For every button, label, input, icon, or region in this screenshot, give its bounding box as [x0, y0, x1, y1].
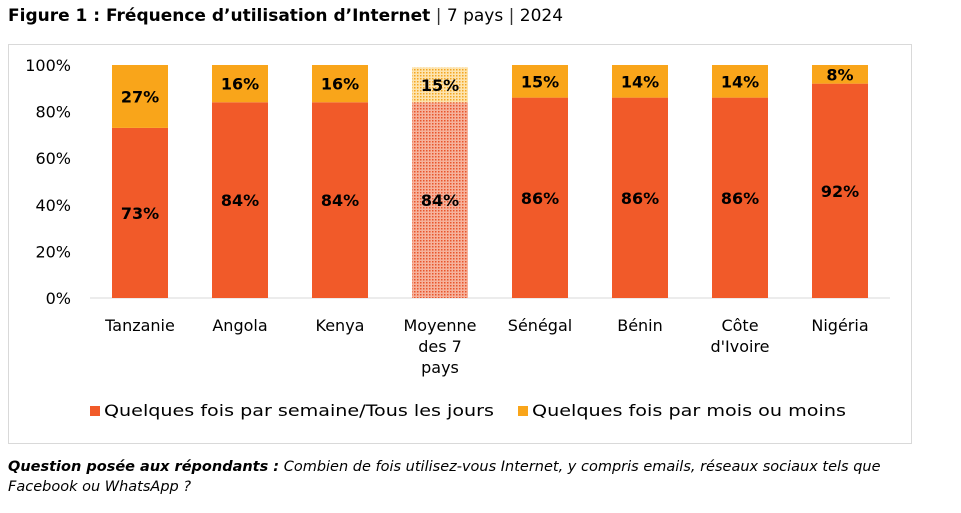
question-text: Combien de fois utilisez-vous Internet, … — [8, 459, 881, 495]
x-tick-label-7: Nigéria — [811, 316, 868, 335]
x-tick-label-line: d'Ivoire — [710, 337, 769, 356]
bar-monthly-6 — [712, 65, 768, 98]
bar-daily-7 — [812, 83, 868, 298]
bar-daily-0 — [112, 127, 168, 298]
bar-daily-3 — [412, 102, 468, 298]
data-label-daily-5: 86% — [621, 189, 659, 208]
legend-monthly-swatch — [518, 406, 528, 416]
data-label-monthly-7: 8% — [826, 65, 853, 84]
bar-monthly-2 — [312, 65, 368, 103]
x-tick-label-4: Sénégal — [508, 316, 572, 335]
x-tick-label-6: Côte d'Ivoire — [710, 316, 769, 356]
x-tick-label-line: Sénégal — [508, 316, 572, 335]
y-tick-label: 0% — [46, 289, 71, 308]
y-tick-label: 60% — [35, 149, 71, 168]
bar-monthly-3 — [412, 67, 468, 103]
data-label-daily-6: 86% — [721, 189, 759, 208]
data-label-monthly-4: 15% — [521, 72, 559, 91]
question-note: Question posée aux répondants : Combien … — [8, 457, 938, 497]
data-label-daily-0: 73% — [121, 204, 159, 223]
legend-daily-label: Quelques fois par semaine/Tous les jours — [104, 401, 494, 420]
data-label-daily-1: 84% — [221, 191, 259, 210]
x-tick-label-line: Tanzanie — [104, 316, 175, 335]
data-label-monthly-1: 16% — [221, 75, 259, 94]
x-tick-label-line: Bénin — [617, 316, 663, 335]
x-tick-label-2: Kenya — [316, 316, 365, 335]
bar-monthly-4 — [512, 65, 568, 98]
y-tick-label: 20% — [35, 242, 71, 261]
x-tick-label-3: Moyenne des 7 pays — [403, 316, 476, 377]
title-separator: | — [503, 6, 520, 26]
countries-count: 7 pays — [446, 6, 504, 26]
data-label-monthly-3: 15% — [421, 76, 459, 95]
bar-daily-4 — [512, 97, 568, 299]
x-tick-label-1: Angola — [212, 316, 267, 335]
x-tick-label-line: Angola — [212, 316, 267, 335]
y-tick-label: 80% — [35, 103, 71, 122]
figure-label: Figure 1 : Fréquence d’utilisation d’Int… — [8, 6, 431, 26]
y-tick-label: 40% — [35, 196, 71, 215]
x-tick-label-line: Kenya — [316, 316, 365, 335]
data-label-daily-2: 84% — [321, 191, 359, 210]
x-tick-label-line: Côte — [721, 316, 758, 335]
bar-monthly-5 — [612, 65, 668, 98]
legend-daily-swatch — [90, 406, 100, 416]
chart-frame — [8, 44, 912, 444]
y-tick-label: 100% — [25, 56, 71, 75]
title-separator: | — [430, 6, 447, 26]
question-label: Question posée aux répondants : — [8, 459, 280, 475]
figure-year: 2024 — [519, 6, 564, 26]
x-tick-label-5: Bénin — [617, 316, 663, 335]
bar-monthly-0 — [112, 65, 168, 128]
bar-monthly-1 — [212, 65, 268, 103]
bar-monthly-7 — [812, 65, 868, 84]
data-label-daily-3: 84% — [421, 191, 459, 210]
x-tick-label-0: Tanzanie — [104, 316, 175, 335]
x-tick-label-line: Moyenne — [403, 316, 476, 335]
data-label-monthly-2: 16% — [321, 75, 359, 94]
figure-title: Figure 1 : Fréquence d’utilisation d’Int… — [8, 6, 563, 26]
bar-daily-6 — [712, 97, 768, 299]
bar-daily-1 — [212, 102, 268, 298]
data-label-monthly-0: 27% — [121, 87, 159, 106]
bar-daily-2 — [312, 102, 368, 298]
bar-daily-5 — [612, 97, 668, 299]
legend-monthly-label: Quelques fois par mois ou moins — [532, 401, 846, 420]
data-label-daily-4: 86% — [521, 189, 559, 208]
x-tick-label-line: pays — [421, 358, 459, 377]
data-label-daily-7: 92% — [821, 182, 859, 201]
data-label-monthly-5: 14% — [621, 72, 659, 91]
x-tick-label-line: Nigéria — [811, 316, 868, 335]
data-label-monthly-6: 14% — [721, 72, 759, 91]
x-tick-label-line: des 7 — [418, 337, 462, 356]
